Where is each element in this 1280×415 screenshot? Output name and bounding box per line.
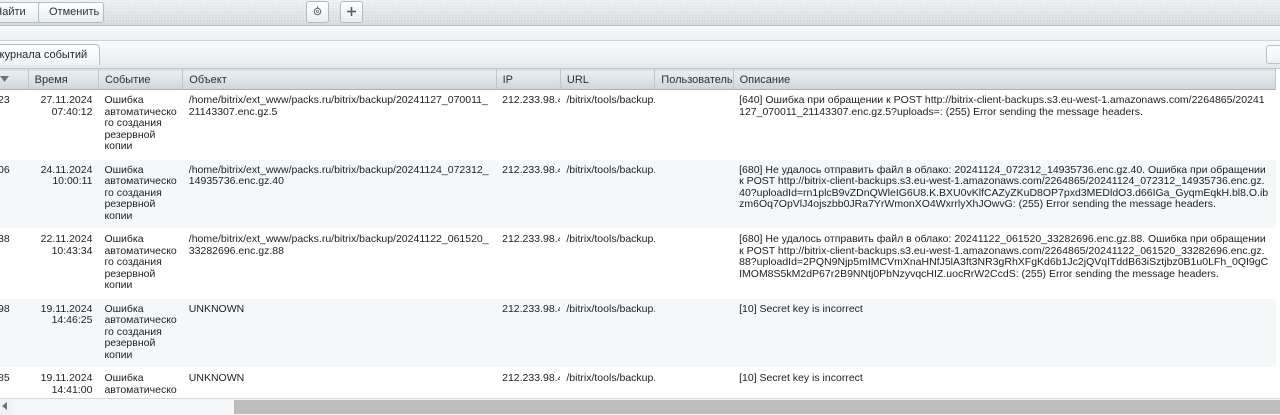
cell-time: 19.11.2024 14:41:00 bbox=[28, 367, 99, 399]
description-text: [10] Secret key is incorrect bbox=[739, 372, 863, 384]
column-header-ip[interactable]: IP bbox=[496, 69, 561, 90]
cell-time: 24.11.2024 10:00:11 bbox=[28, 159, 99, 229]
cell-user bbox=[654, 89, 734, 160]
horizontal-scrollbar[interactable] bbox=[0, 398, 1280, 415]
cell-event: Ошибка автоматического создания резервно… bbox=[98, 89, 183, 160]
cell-object: /home/bitrix/ext_www/packs.ru/bitrix/bac… bbox=[182, 89, 497, 160]
cell-event: Ошибка автоматического создания резервно… bbox=[98, 228, 183, 299]
cell-description: [10] Secret key is incorrect bbox=[733, 298, 1276, 368]
cell-id: 23 bbox=[0, 89, 29, 160]
cell-description: [640] Ошибка при обращении к POST http:/… bbox=[733, 89, 1276, 160]
gear-icon bbox=[307, 6, 328, 17]
cell-description: [680] Не удалось отправить файл в облако… bbox=[733, 159, 1276, 229]
cell-id: 38 bbox=[0, 228, 29, 299]
table-header-row: Время Событие Объект IP URL Пользователь… bbox=[0, 69, 1277, 90]
cell-user bbox=[654, 159, 734, 229]
add-button[interactable] bbox=[340, 1, 363, 23]
event-log-grid: Время Событие Объект IP URL Пользователь… bbox=[0, 69, 1280, 399]
cell-event: Ошибка автоматического создания резервно… bbox=[98, 298, 183, 368]
scrollbar-track[interactable] bbox=[12, 399, 1280, 415]
cell-time: 22.11.2024 10:43:34 bbox=[28, 228, 99, 299]
tab-overflow-button[interactable] bbox=[1266, 45, 1280, 64]
cell-url: /bitrix/tools/backup.php bbox=[560, 228, 655, 299]
chevron-down-icon[interactable] bbox=[0, 73, 9, 85]
cell-ip: 212.233.98.49 bbox=[496, 89, 561, 160]
cell-object: /home/bitrix/ext_www/packs.ru/bitrix/bac… bbox=[182, 228, 497, 299]
cancel-button[interactable]: Отменить bbox=[38, 2, 104, 23]
column-header-object[interactable]: Объект bbox=[182, 69, 497, 90]
settings-button[interactable] bbox=[306, 1, 329, 23]
cell-id: 98 bbox=[0, 298, 29, 368]
cell-object: UNKNOWN bbox=[182, 298, 497, 368]
cell-object: UNKNOWN bbox=[182, 367, 497, 399]
column-header-description[interactable]: Описание bbox=[733, 69, 1277, 90]
cell-ip: 212.233.98.49 bbox=[496, 228, 561, 299]
cell-id: 85 bbox=[0, 367, 29, 399]
column-header-url[interactable]: URL bbox=[560, 69, 656, 90]
cell-object: /home/bitrix/ext_www/packs.ru/bitrix/bac… bbox=[182, 159, 497, 229]
column-header-user[interactable]: Пользователь bbox=[654, 69, 734, 90]
cell-url: /bitrix/tools/backup.php bbox=[560, 89, 655, 160]
description-text: [680] Не удалось отправить файл в облако… bbox=[739, 233, 1269, 280]
cell-ip: 212.233.98.49 bbox=[496, 298, 561, 368]
cell-url: /bitrix/tools/backup.php bbox=[560, 298, 655, 368]
column-header-select[interactable] bbox=[0, 69, 29, 90]
scrollbar-thumb[interactable] bbox=[234, 400, 1280, 414]
tab-event-log-notifications[interactable]: вещения журнала событий bbox=[0, 44, 101, 65]
cell-ip: 212.233.98.49 bbox=[496, 367, 561, 399]
column-header-event[interactable]: Событие bbox=[98, 69, 184, 90]
toolbar-divider bbox=[0, 26, 1280, 41]
cell-time: 27.11.2024 07:40:12 bbox=[28, 89, 99, 160]
cell-ip: 212.233.98.49 bbox=[496, 159, 561, 229]
plus-icon bbox=[341, 6, 362, 17]
cell-user bbox=[654, 228, 734, 299]
event-log-table: Время Событие Объект IP URL Пользователь… bbox=[0, 69, 1277, 399]
description-text: [680] Не удалось отправить файл в облако… bbox=[739, 163, 1269, 210]
cell-event: Ошибка автоматического создания резервно… bbox=[98, 159, 183, 229]
tab-bar: вещения журнала событий bbox=[0, 41, 1280, 69]
cell-id: 06 bbox=[0, 159, 29, 229]
top-toolbar: Найти Отменить bbox=[0, 0, 1280, 26]
cell-event: Ошибка автоматического создания резервно… bbox=[98, 367, 183, 399]
cell-url: /bitrix/tools/backup.php bbox=[560, 159, 655, 229]
description-text: [640] Ошибка при обращении к POST http:/… bbox=[739, 94, 1265, 118]
cell-time: 19.11.2024 14:46:25 bbox=[28, 298, 99, 368]
description-text: [10] Secret key is incorrect bbox=[739, 302, 863, 315]
cell-description: [10] Secret key is incorrect bbox=[733, 367, 1276, 399]
cell-url: /bitrix/tools/backup.php bbox=[560, 367, 655, 399]
cell-user bbox=[654, 367, 734, 399]
column-header-time[interactable]: Время bbox=[28, 69, 99, 90]
cell-description: [680] Не удалось отправить файл в облако… bbox=[733, 228, 1276, 299]
triangle-left-icon[interactable] bbox=[2, 402, 7, 410]
cell-user bbox=[654, 298, 734, 368]
